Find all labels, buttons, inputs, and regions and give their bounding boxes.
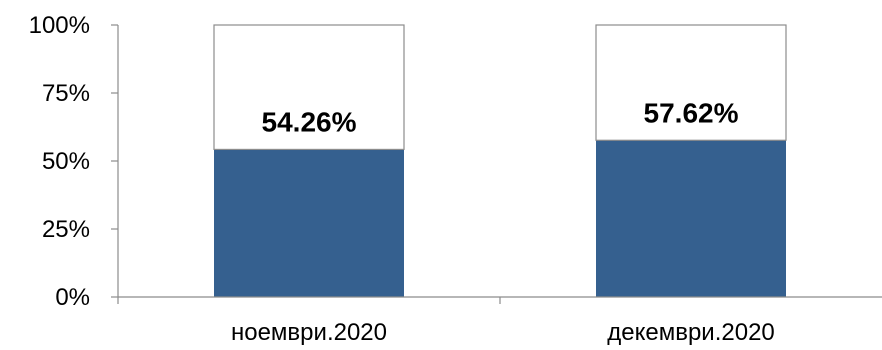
x-tick-label: декември.2020	[607, 319, 775, 346]
labels-group: 54.26% ноември.2020 57.62% декември.2020 0% 2…	[29, 12, 775, 346]
y-tick-label: 50%	[42, 148, 90, 175]
bars-group	[213, 24, 787, 297]
y-tick-label: 75%	[42, 80, 90, 107]
data-label: 57.62%	[644, 97, 739, 128]
y-tick-label: 25%	[42, 216, 90, 243]
axes-group	[111, 24, 882, 304]
x-tick-label: ноември.2020	[231, 319, 387, 346]
y-tick-label: 100%	[29, 12, 90, 39]
bar-segment-remainder-2	[595, 24, 787, 141]
y-tick-label: 0%	[55, 284, 90, 311]
bar-segment-value-1	[214, 149, 404, 297]
bar-segment-value-2	[596, 140, 786, 297]
bar-segment-remainder-1	[213, 24, 405, 151]
data-label: 54.26%	[262, 106, 357, 137]
